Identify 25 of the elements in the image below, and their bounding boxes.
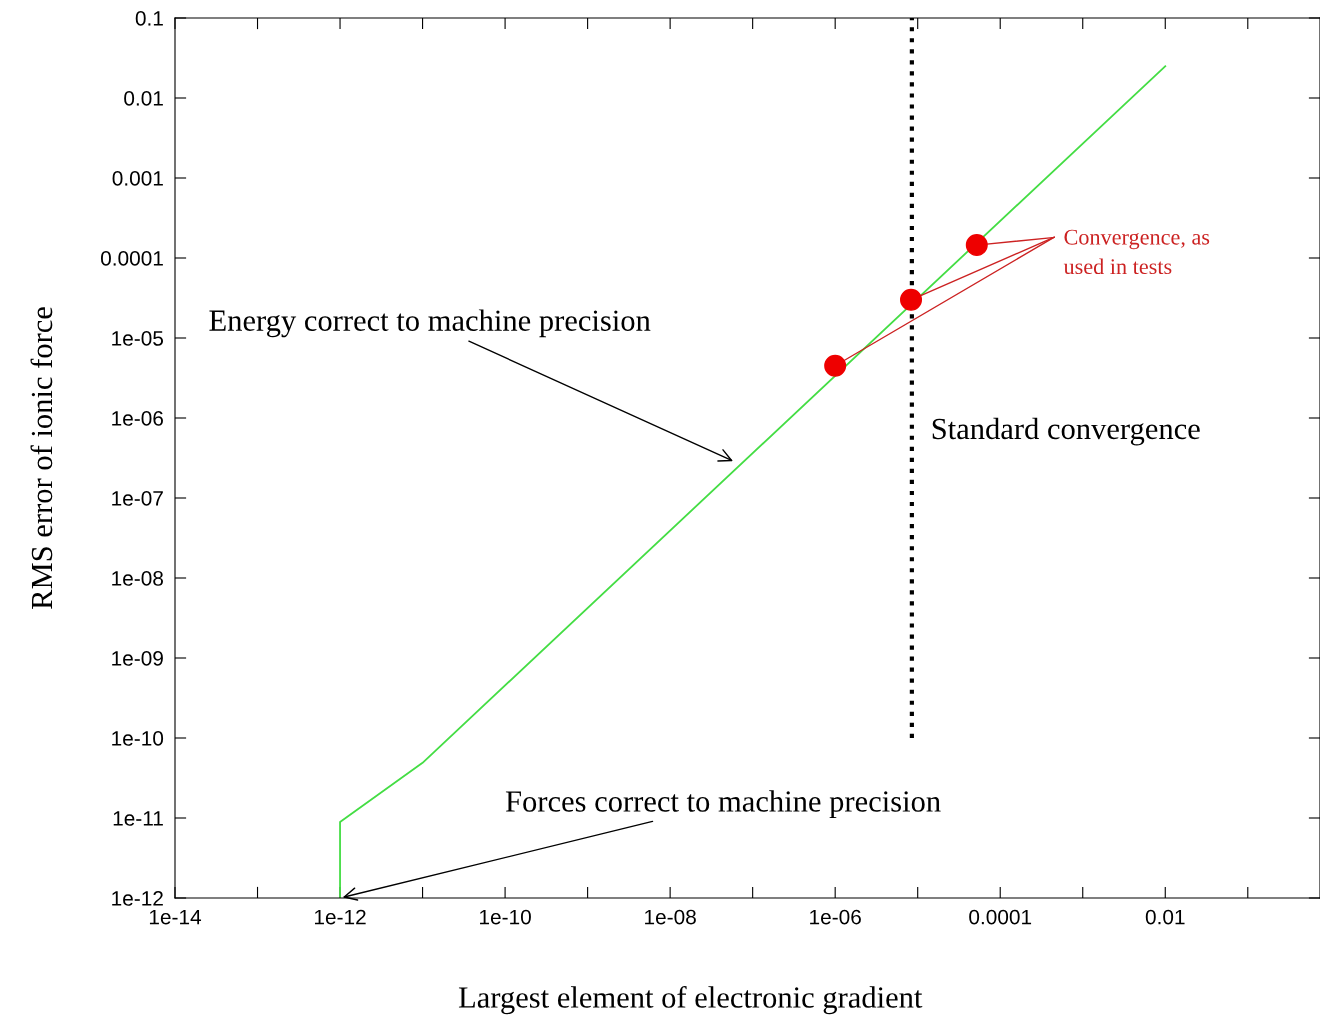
y-axis-title: RMS error of ionic force [30, 307, 53, 609]
y-tick-label: 1e-09 [112, 651, 163, 666]
y-tick-label: 1e-08 [112, 571, 163, 586]
y-tick-label: 0.0001 [100, 251, 163, 266]
x-tick-label: 1e-08 [645, 909, 696, 925]
annotation: Convergence, as used in tests [1063, 229, 1210, 275]
y-tick-label: 1e-06 [112, 411, 163, 426]
x-tick-label: 1e-14 [149, 909, 202, 925]
x-tick-label: 0.0001 [969, 909, 1032, 925]
y-tick-label: 1e-05 [112, 331, 164, 346]
y-tick-label: 1e-07 [112, 491, 163, 506]
y-tick-label: 0.1 [135, 11, 163, 26]
x-axis-title: Largest element of electronic gradient [458, 986, 923, 1015]
annotation: Standard convergence [932, 417, 1200, 446]
y-tick-label: 1e-10 [112, 731, 164, 746]
x-tick-label: 1e-12 [314, 909, 366, 925]
annotation: Forces correct to machine precision [505, 790, 941, 818]
x-tick-label: 1e-06 [810, 909, 861, 925]
annotation: Energy correct to machine precision [209, 309, 651, 338]
y-tick-label: 1e-12 [112, 891, 163, 906]
y-tick-label: 1e-11 [113, 811, 163, 826]
x-tick-label: 1e-10 [480, 909, 531, 925]
x-tick-label: 0.01 [1145, 909, 1185, 925]
y-tick-label: 0.001 [112, 171, 163, 186]
y-tick-label: 0.01 [124, 91, 163, 106]
